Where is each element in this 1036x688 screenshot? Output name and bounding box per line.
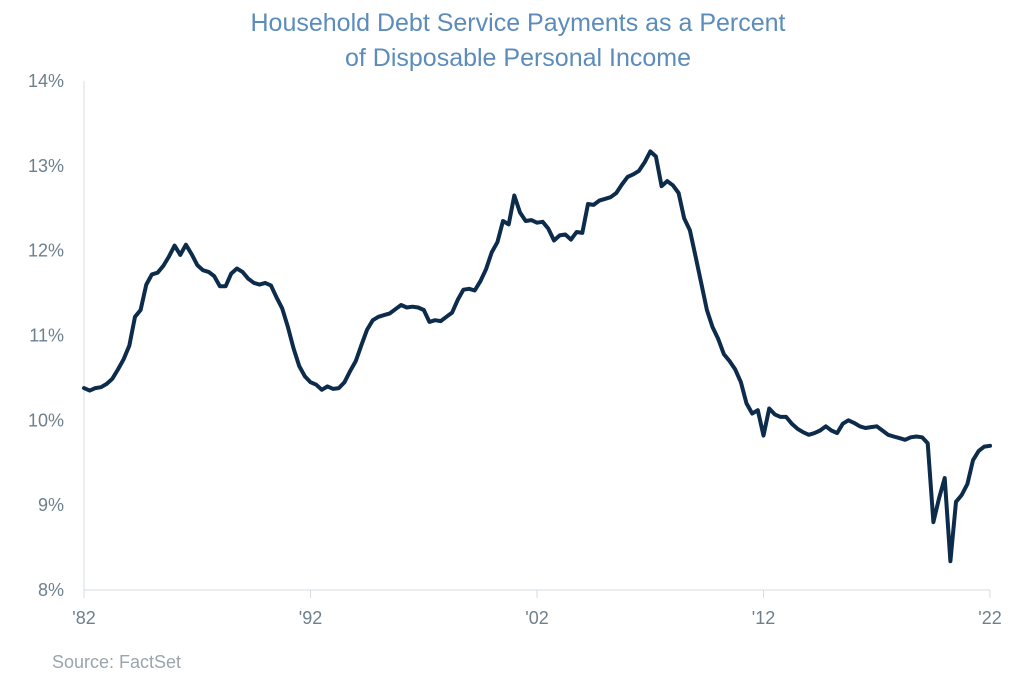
- y-tick-label: 14%: [28, 71, 64, 91]
- x-tick-label: '02: [525, 608, 548, 628]
- chart-title-line-1: Household Debt Service Payments as a Per…: [250, 9, 786, 37]
- x-tick-labels: '82 '92 '02 '12 '22: [72, 590, 1002, 628]
- chart-title: Household Debt Service Payments as a Per…: [0, 6, 1036, 76]
- y-tick-label: 13%: [28, 156, 64, 176]
- y-tick-label: 10%: [28, 410, 64, 430]
- source-note: Source: FactSet: [52, 652, 182, 672]
- x-tick-label: '92: [299, 608, 322, 628]
- x-tick-label: '22: [978, 608, 1001, 628]
- chart-title-line-2: of Disposable Personal Income: [344, 44, 692, 72]
- y-tick-label: 8%: [38, 580, 64, 600]
- x-tick-label: '82: [72, 608, 95, 628]
- series-group: [82, 149, 992, 564]
- y-tick-label: 9%: [38, 495, 64, 515]
- axes: [83, 81, 990, 591]
- y-tick-labels: 8% 9% 10% 11% 12% 13% 14%: [28, 71, 64, 600]
- y-tick-label: 12%: [28, 241, 64, 261]
- y-tick-label: 11%: [29, 326, 64, 346]
- series-line: [82, 149, 992, 564]
- x-tick-label: '12: [752, 608, 775, 628]
